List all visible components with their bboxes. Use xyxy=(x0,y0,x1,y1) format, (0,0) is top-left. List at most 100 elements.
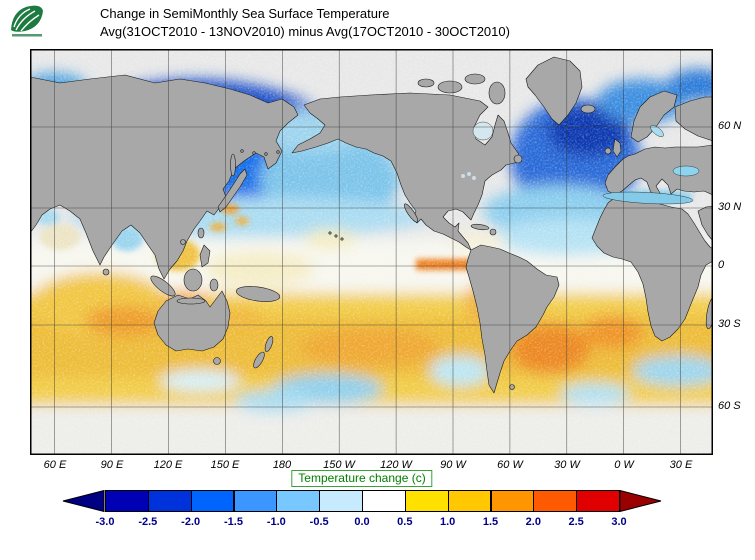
island-new-guinea xyxy=(235,286,281,302)
landmass-south-america xyxy=(465,244,560,394)
lon-tick-label: 90 W xyxy=(440,459,466,471)
lon-tick-label: 120 E xyxy=(153,459,183,471)
logo-caption-mark xyxy=(12,34,42,37)
baltic-sea xyxy=(650,125,664,137)
peninsula-baja xyxy=(403,203,419,223)
colorbar-tick-label: -2.5 xyxy=(138,516,158,528)
colorbar-cell xyxy=(362,490,406,512)
island-britain xyxy=(612,138,622,158)
marginal-seas-layer xyxy=(461,121,700,205)
page-title: Change in SemiMonthly Sea Surface Temper… xyxy=(100,6,390,21)
colorbar-cell xyxy=(276,490,321,512)
lat-tick-label: 30 N xyxy=(718,201,742,213)
map-border xyxy=(30,49,713,455)
island-ireland xyxy=(604,147,612,155)
colorbar-cell xyxy=(190,490,235,512)
lon-tick-label: 60 E xyxy=(43,459,67,471)
colorbar-tick-label: 2.0 xyxy=(525,516,541,528)
colorbar-right-arrow xyxy=(619,490,662,512)
islands-hawaii xyxy=(328,231,344,241)
lon-tick-label: 180 xyxy=(272,459,292,471)
colorbar: -3.0 -2.5 -2.0 -1.5 -1.0 -0.5 0.0 0.5 1.0 1.5 2.0 2… xyxy=(62,490,662,530)
colorbar-cell xyxy=(447,490,492,512)
colorbar-cells xyxy=(62,490,662,512)
lat-tick-label: 30 S xyxy=(718,318,741,330)
lat-tick-label: 60 N xyxy=(718,120,742,132)
agency-logo xyxy=(11,5,43,37)
landmass-eurasia xyxy=(30,74,299,280)
black-sea xyxy=(672,165,700,177)
colorbar-tick-label: -3.0 xyxy=(95,516,115,528)
colorbar-cell xyxy=(404,490,449,512)
island-taiwan xyxy=(197,227,205,239)
island-newfoundland xyxy=(513,154,523,164)
landmass-africa xyxy=(591,193,713,342)
logo-swoosh xyxy=(11,5,43,32)
island-borneo xyxy=(183,268,203,292)
colorbar-tick-label: 3.0 xyxy=(611,516,627,528)
colorbar-cell xyxy=(105,490,149,512)
islands-canadian-arctic xyxy=(417,73,506,105)
island-nz-south xyxy=(253,351,265,369)
landmass-australia xyxy=(153,290,231,352)
colorbar-tick-label: -2.0 xyxy=(181,516,201,528)
colorbar-cell xyxy=(233,490,278,512)
page-subtitle: Avg(31OCT2010 - 13NOV2010) minus Avg(17O… xyxy=(100,24,510,39)
colorbar-cell xyxy=(490,490,535,512)
land-layer xyxy=(30,56,713,394)
island-cuba xyxy=(470,223,490,231)
island-madagascar xyxy=(705,296,713,330)
colorbar-cell xyxy=(576,490,620,512)
landmass-scandinavia xyxy=(630,90,678,143)
colorbar-tick-label: -1.5 xyxy=(224,516,243,528)
lon-tick-label: 60 W xyxy=(497,459,523,471)
map-svg xyxy=(30,49,713,455)
hudson-bay xyxy=(472,121,494,141)
sst-anomaly-map xyxy=(30,49,713,455)
colorbar-tick-label: -0.5 xyxy=(309,516,329,528)
lat-tick-label: 0 xyxy=(718,259,725,271)
meridian-lines xyxy=(54,49,681,455)
landmass-arabia xyxy=(697,205,713,242)
lon-tick-label: 150 W xyxy=(323,459,355,471)
logo-waves xyxy=(13,8,40,32)
island-tasmania xyxy=(213,357,221,365)
colorbar-tick-label: 0.5 xyxy=(397,516,413,528)
ocean-anomaly-layer xyxy=(30,49,713,455)
colorbar-tick-label: 1.0 xyxy=(440,516,456,528)
colorbar-tick-label: -1.0 xyxy=(266,516,286,528)
graticule-layer xyxy=(30,49,713,455)
islands-falkland xyxy=(509,384,515,390)
colorbar-title: Temperature change (c) xyxy=(291,470,433,487)
island-sulawesi xyxy=(209,278,219,292)
mediterranean-sea xyxy=(602,191,694,205)
island-hispaniola xyxy=(489,228,497,236)
lon-tick-label: 120 W xyxy=(380,459,412,471)
island-hainan xyxy=(180,239,186,245)
lon-tick-label: 90 E xyxy=(100,459,124,471)
lon-tick-label: 0 W xyxy=(614,459,634,471)
landmass-greenland xyxy=(525,56,583,126)
colorbar-tick-label: 0.0 xyxy=(354,516,370,528)
colorbar-cell xyxy=(147,490,192,512)
island-philippines xyxy=(199,244,211,268)
landmass-nw-russia xyxy=(674,96,713,142)
colorbar-left-arrow xyxy=(62,490,105,512)
colorbar-tick-label: 2.5 xyxy=(568,516,584,528)
great-lakes xyxy=(461,172,476,180)
parallel-lines xyxy=(30,126,713,408)
island-nz-north xyxy=(264,336,274,352)
islands-aleutians xyxy=(240,149,280,156)
lat-tick-label: 60 S xyxy=(718,400,741,412)
lon-tick-label: 30 W xyxy=(554,459,580,471)
lon-tick-label: 150 E xyxy=(210,459,240,471)
landmass-north-america xyxy=(291,92,523,251)
colorbar-cell xyxy=(319,490,363,512)
island-java xyxy=(176,297,206,305)
island-iceland xyxy=(580,104,596,114)
island-sakhalin xyxy=(230,153,236,177)
colorbar-tick-label: 1.5 xyxy=(482,516,499,528)
lon-tick-label: 30 E xyxy=(669,459,693,471)
island-sri-lanka xyxy=(102,268,110,276)
